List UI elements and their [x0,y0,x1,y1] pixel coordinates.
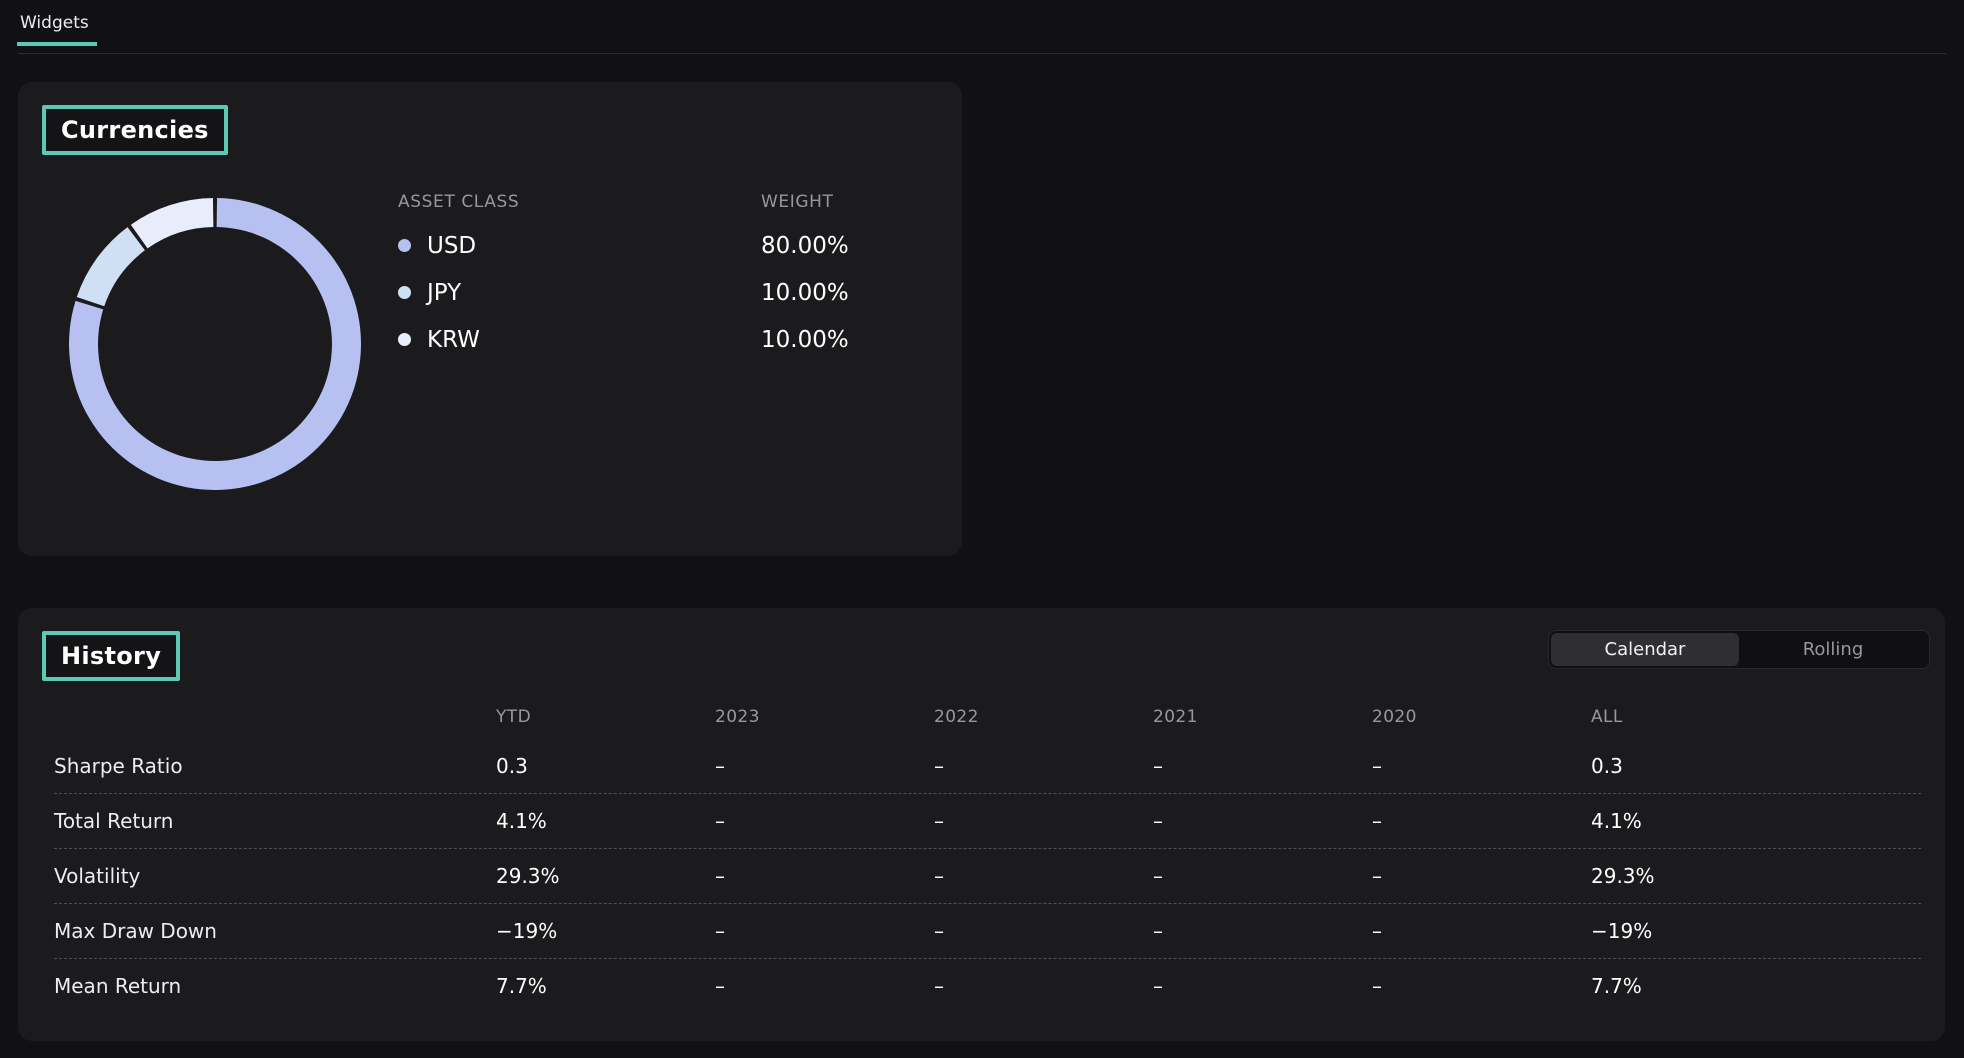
cell-ytd: 29.3% [496,864,560,888]
cell-2023: – [715,974,725,998]
col-header-ytd: YTD [496,707,532,727]
history-title: History [42,631,181,681]
history-table-header-row: YTD 2023 2022 2021 2020 ALL [54,696,1921,738]
history-table-body: Sharpe Ratio 0.3 – – – – 0.3 Total Retur… [54,738,1921,1013]
cell-2022: – [934,919,944,943]
cell-ytd: 4.1% [496,809,547,833]
cell-ytd: 0.3 [496,753,528,778]
legend-weight-krw: 10.00% [761,326,849,353]
cell-2021: – [1153,809,1163,833]
cell-2020: – [1372,974,1382,998]
top-divider [18,53,1946,54]
cell-2020: – [1372,919,1382,943]
cell-2021: – [1153,753,1163,778]
legend-label-usd: USD [427,232,477,259]
donut-slice-jpy [76,227,145,307]
legend-label-jpy: JPY [427,279,462,306]
cell-ytd: 7.7% [496,974,547,998]
history-table: YTD 2023 2022 2021 2020 ALL Sharpe Ratio… [54,696,1921,1013]
legend-dot-jpy-icon [398,286,411,299]
legend-weight-jpy: 10.00% [761,279,849,306]
col-header-all: ALL [1591,707,1623,727]
cell-2021: – [1153,974,1163,998]
cell-2022: – [934,974,944,998]
table-row-mean-return: Mean Return 7.7% – – – – 7.7% [54,958,1921,1013]
cell-2020: – [1372,753,1382,778]
cell-2021: – [1153,864,1163,888]
legend-dot-krw-icon [398,333,411,346]
table-row-total-return: Total Return 4.1% – – – – 4.1% [54,793,1921,848]
cell-ytd: −19% [496,919,558,943]
legend-item-usd: USD [398,233,761,259]
cell-2023: – [715,864,725,888]
row-label: Sharpe Ratio [54,753,183,778]
cell-all: 4.1% [1591,809,1642,833]
cell-2023: – [715,753,725,778]
legend-dot-usd-icon [398,239,411,252]
legend-label-krw: KRW [427,326,480,353]
cell-2022: – [934,753,944,778]
legend-item-jpy: JPY [398,280,761,306]
legend-header-asset-class: ASSET CLASS [398,192,520,212]
cell-2023: – [715,809,725,833]
legend-weight-usd: 80.00% [761,232,849,259]
table-row-sharpe-ratio: Sharpe Ratio 0.3 – – – – 0.3 [54,738,1921,793]
cell-all: 0.3 [1591,753,1623,778]
cell-2020: – [1372,864,1382,888]
cell-2021: – [1153,919,1163,943]
table-row-max-draw-down: Max Draw Down −19% – – – – −19% [54,903,1921,958]
cell-2023: – [715,919,725,943]
history-card: History Calendar Rolling YTD 2023 2022 2… [18,608,1945,1041]
legend-header-weight: WEIGHT [761,192,834,212]
cell-2022: – [934,864,944,888]
donut-svg [69,198,362,490]
cell-all: −19% [1591,919,1653,943]
row-label: Volatility [54,864,141,888]
cell-all: 7.7% [1591,974,1642,998]
tab-widgets[interactable]: Widgets [17,13,97,46]
toggle-option-rolling[interactable]: Rolling [1802,639,1864,660]
table-row-volatility: Volatility 29.3% – – – – 29.3% [54,848,1921,903]
currencies-title: Currencies [42,105,228,155]
toggle-option-calendar[interactable]: Calendar [1551,633,1739,666]
row-label: Max Draw Down [54,919,217,943]
currencies-donut-chart [69,198,362,490]
col-header-2020: 2020 [1372,707,1417,727]
cell-2020: – [1372,809,1382,833]
row-label: Total Return [54,809,174,833]
calendar-rolling-toggle: Calendar Rolling [1548,630,1930,669]
currencies-legend: ASSET CLASS WEIGHT USD 80.00% JPY 10.00%… [398,182,849,363]
currencies-card: Currencies ASSET CLASS WEIGHT USD 80.00%… [18,82,962,556]
row-label: Mean Return [54,974,182,998]
cell-2022: – [934,809,944,833]
col-header-2023: 2023 [715,707,760,727]
col-header-2021: 2021 [1153,707,1198,727]
col-header-2022: 2022 [934,707,979,727]
donut-slice-krw [130,198,214,249]
cell-all: 29.3% [1591,864,1655,888]
legend-item-krw: KRW [398,327,761,353]
